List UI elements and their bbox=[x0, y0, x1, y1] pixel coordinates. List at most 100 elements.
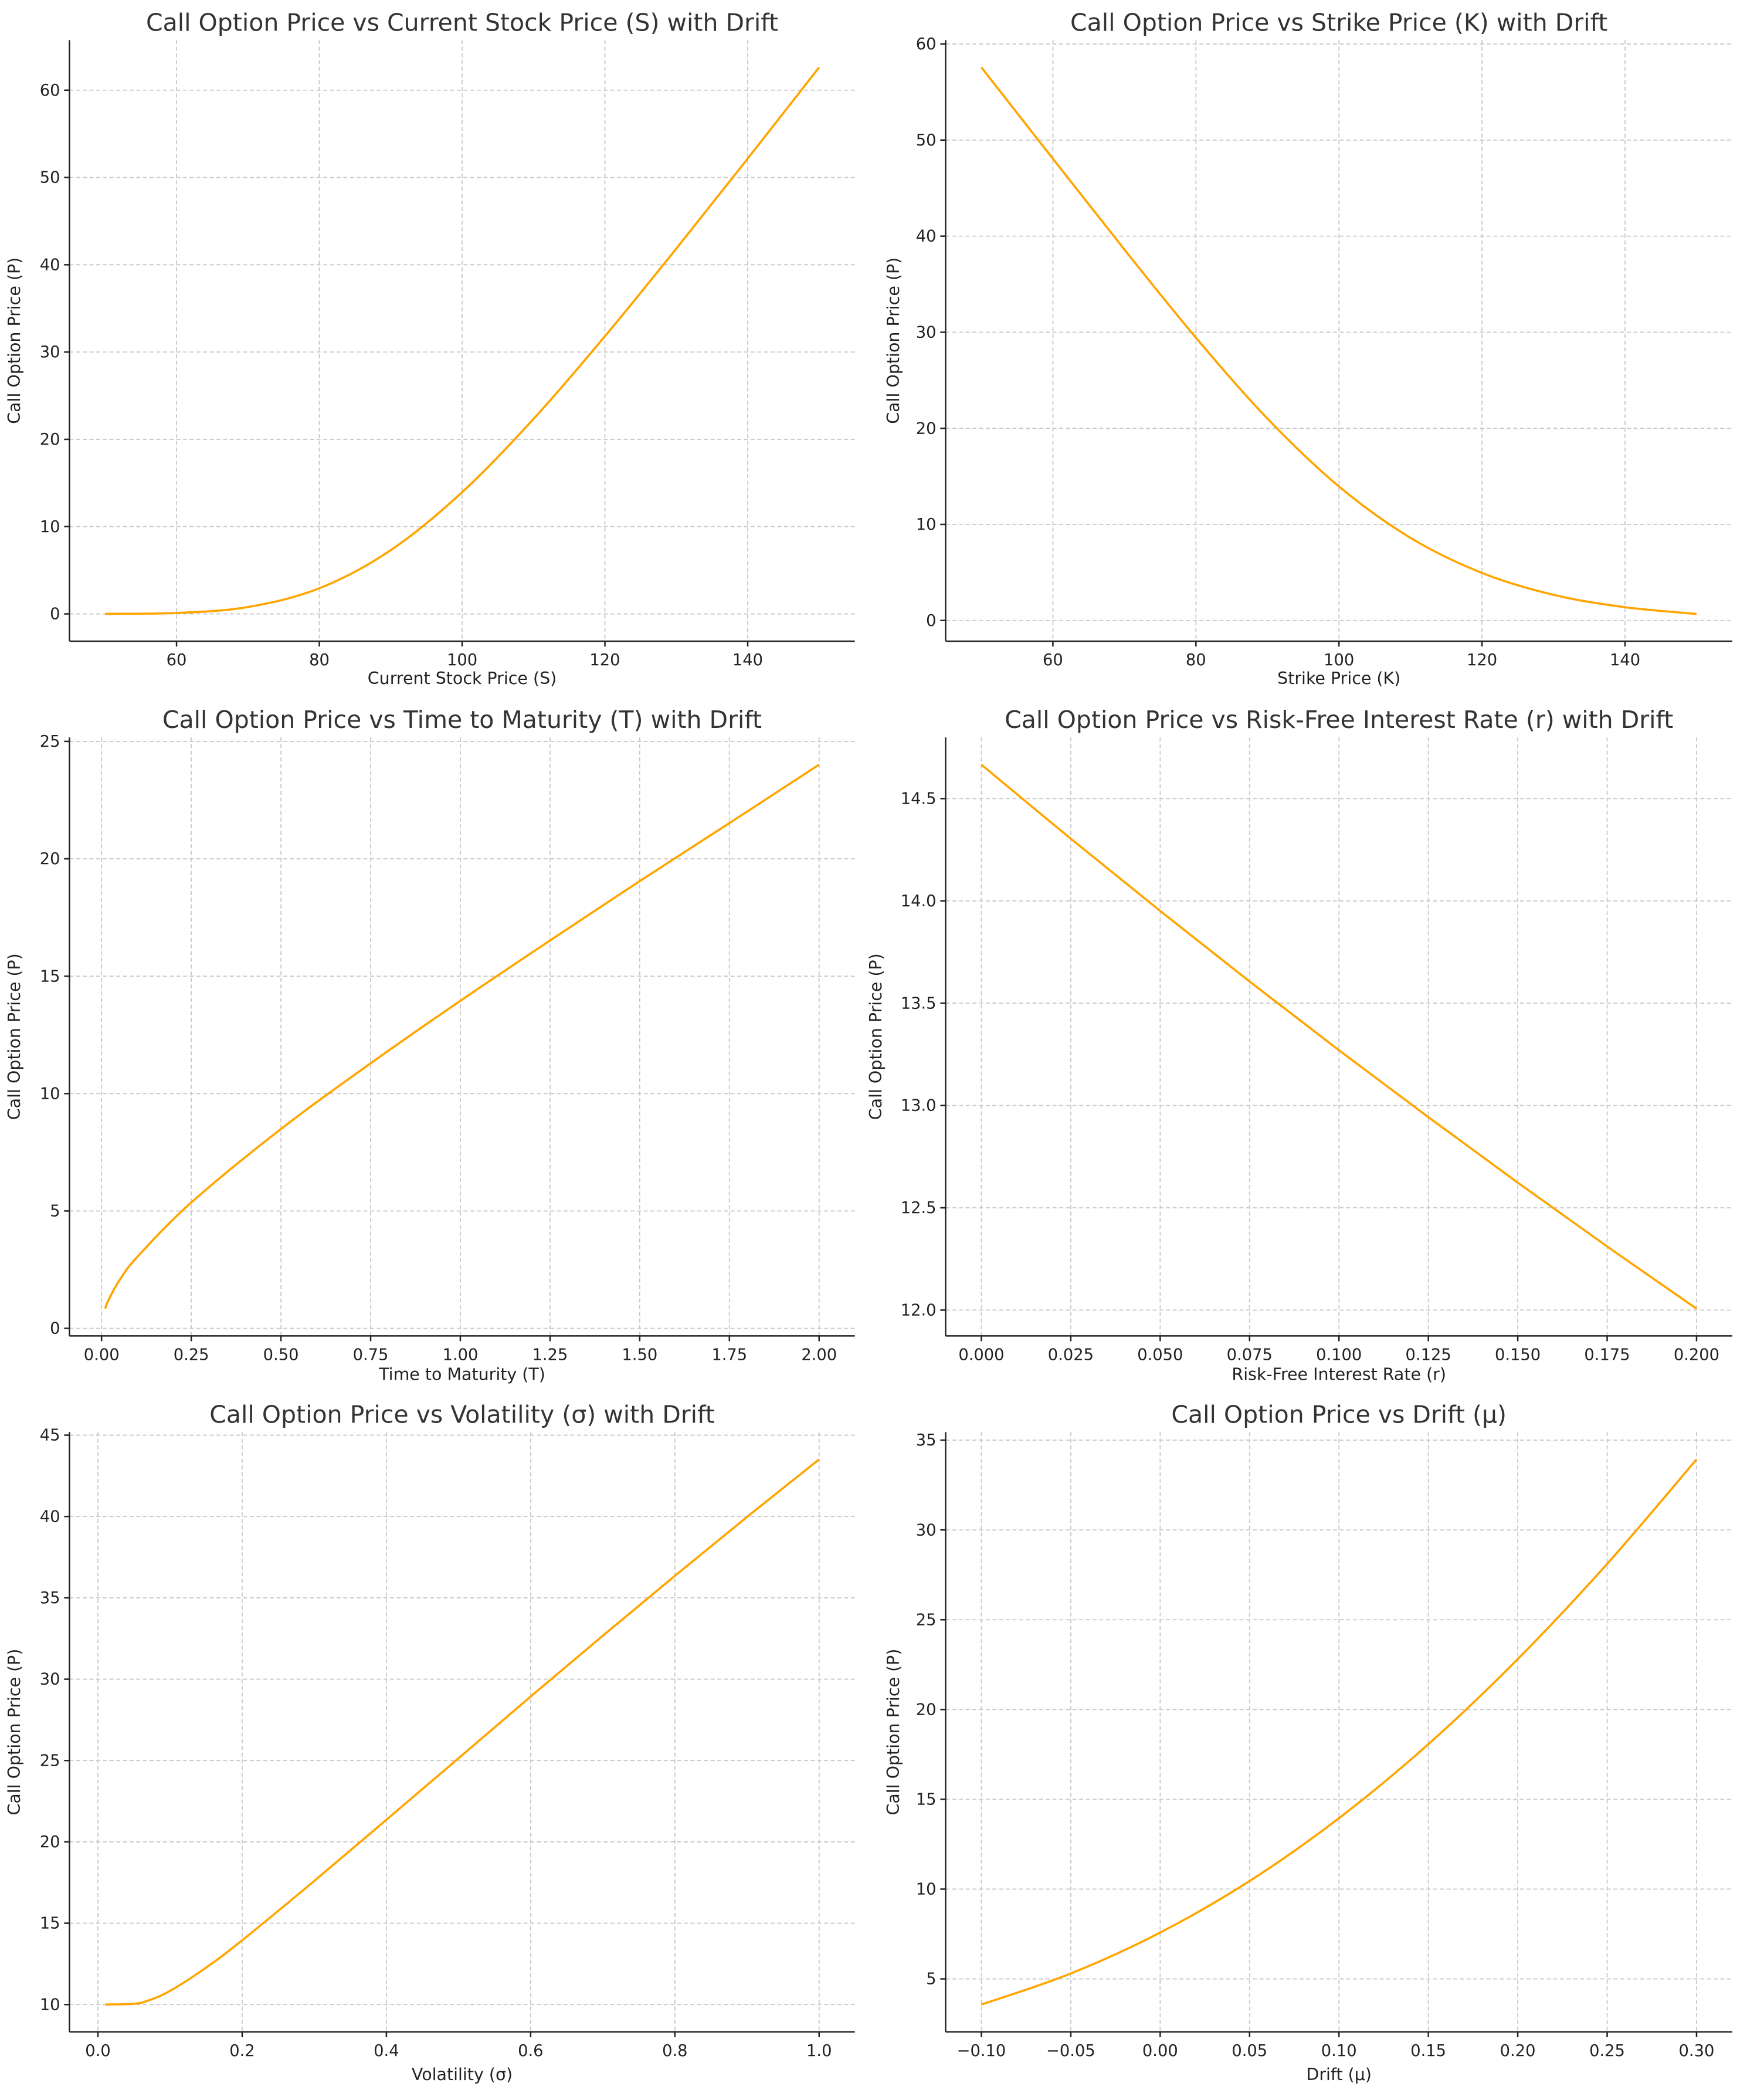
subplot-3: 0.00 0.25 0.50 0.75 1.00 1.25 1.50 1.75 2.00 0 5 10… bbox=[5, 706, 855, 1384]
y-tick-label: 0 bbox=[50, 1320, 60, 1338]
y-tick-label: 60 bbox=[40, 82, 60, 100]
series-line bbox=[981, 764, 1698, 1310]
subplot-2: 60 80 100 120 140 0 10 20 30 40 50 60 Call Option Pr… bbox=[884, 8, 1732, 688]
y-tick-label: 15 bbox=[40, 967, 60, 985]
x-tick-label: 2.00 bbox=[801, 1346, 837, 1364]
y-axis-label: Call Option Price (P) bbox=[5, 258, 24, 424]
chart-title: Call Option Price vs Time to Maturity (T… bbox=[162, 706, 762, 734]
x-tick-label: 80 bbox=[1186, 651, 1206, 669]
y-tick-label: 50 bbox=[40, 169, 60, 187]
x-tick-label: 0.075 bbox=[1227, 1346, 1273, 1364]
y-axis-label: Call Option Price (P) bbox=[866, 953, 886, 1120]
y-tick-label: 40 bbox=[916, 228, 937, 246]
chart-title: Call Option Price vs Strike Price (K) wi… bbox=[1070, 8, 1607, 36]
x-tick-label: 1.25 bbox=[532, 1346, 568, 1364]
x-tick-label: 0.20 bbox=[1500, 2042, 1536, 2060]
y-tick-label: 25 bbox=[916, 1611, 937, 1629]
x-tick-label: 0.30 bbox=[1679, 2042, 1715, 2060]
x-axis-label: Drift (μ) bbox=[1306, 2065, 1372, 2084]
x-tick-label: 0.2 bbox=[229, 2042, 255, 2060]
y-tick-label: 60 bbox=[916, 35, 937, 53]
y-tick-label: 10 bbox=[916, 1881, 937, 1899]
y-tick-label: 40 bbox=[40, 1508, 60, 1526]
y-tick-label: 20 bbox=[40, 431, 60, 449]
y-tick-label: 5 bbox=[926, 1970, 936, 1989]
y-tick-label: 12.0 bbox=[901, 1302, 937, 1320]
x-tick-label: 0.00 bbox=[84, 1346, 120, 1364]
chart-title: Call Option Price vs Volatility (σ) with… bbox=[209, 1400, 715, 1428]
series-line bbox=[981, 1458, 1698, 2006]
y-tick-label: 0 bbox=[926, 612, 936, 630]
subplot-4: 0.000 0.025 0.050 0.075 0.100 0.125 0.150 0.175… bbox=[866, 706, 1732, 1384]
series-line bbox=[105, 1458, 820, 2006]
y-tick-label: 30 bbox=[916, 324, 937, 342]
x-tick-label: 0.8 bbox=[662, 2042, 687, 2060]
y-axis-label: Call Option Price (P) bbox=[5, 1649, 24, 1816]
x-tick-label: 0.25 bbox=[174, 1346, 209, 1364]
series-line bbox=[104, 764, 820, 1309]
x-tick-label: 1.0 bbox=[806, 2042, 832, 2060]
x-tick-label: 0.50 bbox=[263, 1346, 299, 1364]
x-tick-label: −0.05 bbox=[1046, 2042, 1095, 2060]
x-tick-label: 60 bbox=[1043, 651, 1063, 669]
y-tick-label: 13.5 bbox=[901, 994, 937, 1012]
x-tick-label: 60 bbox=[167, 651, 187, 669]
y-tick-label: 5 bbox=[50, 1203, 60, 1221]
x-tick-label: 80 bbox=[309, 651, 330, 669]
x-tick-label: 120 bbox=[589, 651, 620, 669]
x-tick-label: 1.75 bbox=[711, 1346, 747, 1364]
x-axis-label: Time to Maturity (T) bbox=[378, 1365, 545, 1384]
x-tick-label: 0.000 bbox=[958, 1346, 1004, 1364]
x-tick-label: 1.00 bbox=[443, 1346, 479, 1364]
y-tick-label: 30 bbox=[40, 343, 60, 361]
y-axis-label: Call Option Price (P) bbox=[884, 258, 903, 424]
x-axis-label: Current Stock Price (S) bbox=[368, 669, 557, 688]
subplot-1: 60 80 100 120 140 0 10 20 30 40 50 60 Call Option Pr… bbox=[5, 8, 855, 688]
y-tick-label: 14.5 bbox=[901, 790, 937, 808]
subplot-6: −0.10 −0.05 0.00 0.05 0.10 0.15 0.20 0.25 0.30 5 1… bbox=[884, 1400, 1732, 2084]
x-axis-label: Strike Price (K) bbox=[1277, 669, 1400, 688]
y-tick-label: 13.0 bbox=[901, 1097, 937, 1115]
y-axis-label: Call Option Price (P) bbox=[884, 1649, 903, 1816]
x-tick-label: 0.025 bbox=[1048, 1346, 1094, 1364]
x-tick-label: 0.175 bbox=[1584, 1346, 1630, 1364]
x-tick-label: 0.200 bbox=[1674, 1346, 1719, 1364]
y-tick-label: 14.0 bbox=[901, 892, 937, 910]
x-tick-label: 0.0 bbox=[85, 2042, 110, 2060]
y-tick-label: 10 bbox=[40, 518, 60, 536]
x-tick-label: 0.05 bbox=[1232, 2042, 1267, 2060]
y-tick-label: 20 bbox=[916, 419, 937, 438]
x-tick-label: −0.10 bbox=[957, 2042, 1006, 2060]
y-tick-label: 30 bbox=[916, 1521, 937, 1539]
y-tick-label: 15 bbox=[40, 1915, 60, 1933]
y-tick-label: 35 bbox=[916, 1431, 937, 1449]
subplot-5: 0.0 0.2 0.4 0.6 0.8 1.0 10 15 20 25 30 35 40 45 Call O… bbox=[5, 1400, 855, 2084]
y-tick-label: 15 bbox=[916, 1791, 937, 1809]
y-tick-label: 45 bbox=[40, 1427, 60, 1445]
x-tick-label: 0.4 bbox=[374, 2042, 399, 2060]
x-tick-label: 0.100 bbox=[1316, 1346, 1362, 1364]
x-tick-label: 0.25 bbox=[1589, 2042, 1625, 2060]
y-tick-label: 25 bbox=[40, 1752, 60, 1770]
y-tick-label: 10 bbox=[40, 1996, 60, 2014]
y-tick-label: 25 bbox=[40, 733, 60, 751]
x-tick-label: 120 bbox=[1467, 651, 1497, 669]
x-tick-label: 1.50 bbox=[622, 1346, 657, 1364]
y-tick-label: 10 bbox=[40, 1085, 60, 1103]
chart-title: Call Option Price vs Drift (μ) bbox=[1171, 1400, 1507, 1428]
y-tick-label: 10 bbox=[916, 516, 937, 534]
x-tick-label: 0.00 bbox=[1142, 2042, 1178, 2060]
y-axis-label: Call Option Price (P) bbox=[5, 953, 24, 1120]
x-axis-label: Risk-Free Interest Rate (r) bbox=[1232, 1365, 1446, 1384]
x-tick-label: 140 bbox=[1610, 651, 1640, 669]
x-tick-label: 140 bbox=[732, 651, 763, 669]
x-tick-label: 0.6 bbox=[518, 2042, 543, 2060]
y-tick-label: 20 bbox=[40, 850, 60, 868]
x-tick-label: 0.15 bbox=[1410, 2042, 1446, 2060]
series-line bbox=[105, 66, 820, 615]
x-axis-label: Volatility (σ) bbox=[412, 2065, 513, 2084]
x-tick-label: 0.75 bbox=[353, 1346, 389, 1364]
x-tick-label: 0.050 bbox=[1137, 1346, 1183, 1364]
x-tick-label: 0.10 bbox=[1321, 2042, 1357, 2060]
